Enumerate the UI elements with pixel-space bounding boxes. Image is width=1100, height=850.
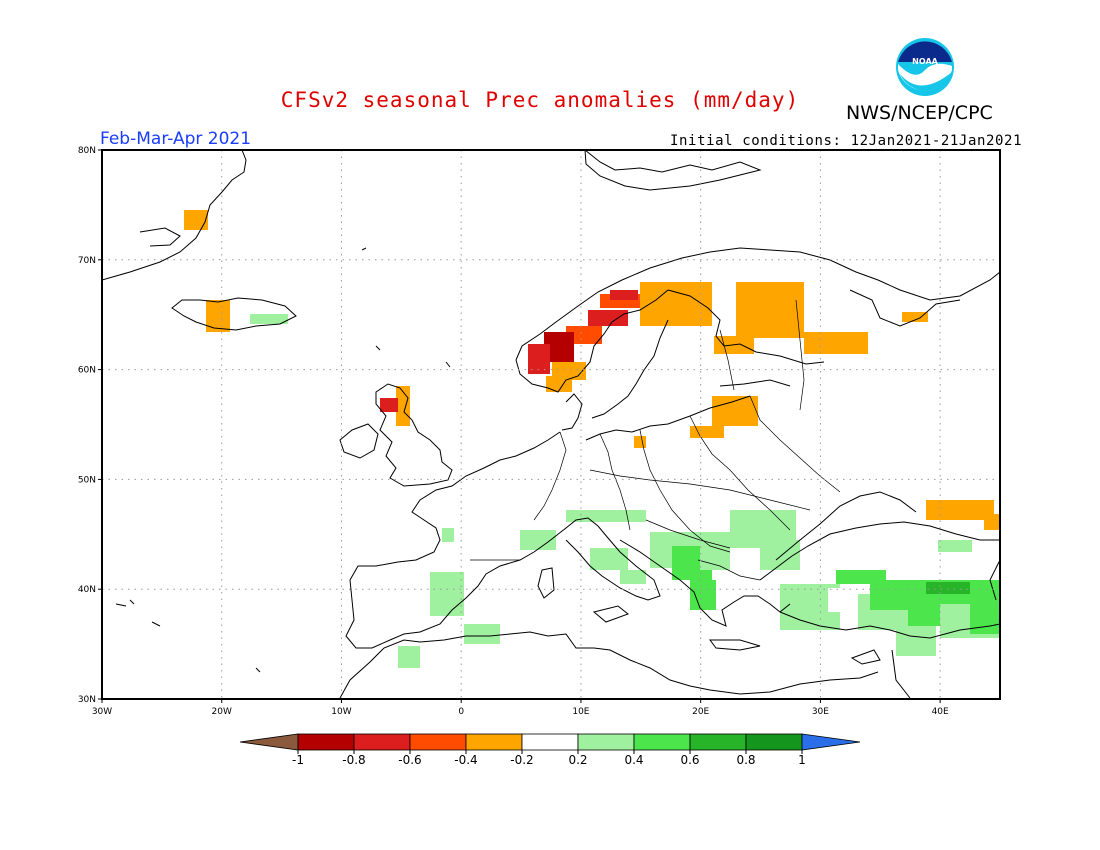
coastlines xyxy=(102,150,1000,699)
anomaly-cell xyxy=(736,282,804,338)
colorbar-label: -1 xyxy=(292,753,304,767)
initial-conditions-label: Initial conditions: 12Jan2021-21Jan2021 xyxy=(670,133,1023,149)
colorbar-swatch xyxy=(239,733,299,751)
colorbar-label: 0.2 xyxy=(568,753,587,767)
lon-axis: 30W 20W 10W 0 10E 20E 30E 40E xyxy=(92,699,949,717)
colorbar-label: -0.8 xyxy=(342,753,365,767)
colorbar-swatch xyxy=(689,733,747,751)
lat-tick-label: 70N xyxy=(78,256,96,266)
agency-label: NWS/NCEP/CPC xyxy=(846,102,993,124)
anomaly-cell xyxy=(442,528,454,542)
map-frame xyxy=(101,149,1001,700)
anomaly-cell xyxy=(610,290,638,300)
colorbar-label: 1 xyxy=(798,753,806,767)
anomaly-cell xyxy=(938,540,972,552)
anomaly-cell xyxy=(398,646,420,668)
anomaly-shading xyxy=(184,210,1000,668)
gridlines xyxy=(102,150,1000,699)
lon-tick-label: 40E xyxy=(932,707,949,717)
colorbar-swatch xyxy=(521,733,579,751)
colorbar-swatch xyxy=(409,733,467,751)
colorbar-label: -0.2 xyxy=(510,753,533,767)
anomaly-cell xyxy=(926,500,994,520)
lon-tick-label: 0 xyxy=(458,707,464,717)
colorbar-label: 0.8 xyxy=(736,753,755,767)
colorbar-swatch xyxy=(465,733,523,751)
anomaly-cell xyxy=(634,436,646,448)
anomaly-cell xyxy=(620,570,646,584)
colorbar-label: -0.4 xyxy=(454,753,477,767)
period-label: Feb-Mar-Apr 2021 xyxy=(100,129,252,149)
anomaly-cell xyxy=(206,300,230,332)
lat-tick-label: 40N xyxy=(78,585,96,595)
anomaly-cell xyxy=(184,210,208,230)
anomaly-cell xyxy=(528,344,550,374)
anomaly-cell xyxy=(590,548,628,570)
anomaly-cell xyxy=(690,580,716,610)
anomaly-cell xyxy=(552,362,586,380)
lat-tick-label: 60N xyxy=(78,366,96,376)
colorbar-label: 0.4 xyxy=(624,753,643,767)
colorbar-swatch xyxy=(745,733,803,751)
anomaly-cell xyxy=(700,540,730,570)
colorbar-label: 0.6 xyxy=(680,753,699,767)
anomaly-cell xyxy=(984,514,1000,530)
lon-tick-label: 10W xyxy=(331,707,351,717)
anomaly-cell xyxy=(902,312,928,322)
anomaly-cell xyxy=(690,426,724,438)
lon-tick-label: 30E xyxy=(812,707,829,717)
anomaly-cell xyxy=(896,626,936,656)
colorbar-label: -0.6 xyxy=(398,753,421,767)
lat-tick-label: 80N xyxy=(78,146,96,156)
anomaly-cell xyxy=(566,326,602,344)
anomaly-cell xyxy=(430,572,464,616)
colorbar-swatch xyxy=(353,733,411,751)
anomaly-cell xyxy=(250,314,288,324)
svg-text:NOAA: NOAA xyxy=(912,57,938,66)
colorbar-swatch xyxy=(577,733,635,751)
anomaly-cell xyxy=(828,588,856,612)
anomaly-cell xyxy=(804,332,868,354)
colorbar-swatch xyxy=(633,733,691,751)
lon-tick-label: 20E xyxy=(692,707,709,717)
map-title: CFSv2 seasonal Prec anomalies (mm/day) xyxy=(280,88,800,112)
lon-tick-label: 30W xyxy=(92,707,112,717)
anomaly-cell xyxy=(640,282,712,326)
anomaly-cell xyxy=(566,510,646,522)
noaa-logo: NOAA xyxy=(896,38,954,96)
colorbar-swatch xyxy=(801,733,861,751)
anomaly-cell xyxy=(588,310,628,326)
anomaly-cell xyxy=(464,624,500,644)
colorbar: -1 -0.8 -0.6 -0.4 -0.2 0.2 0.4 0.6 0.8 1 xyxy=(239,733,861,767)
country-borders xyxy=(470,299,841,581)
lat-tick-label: 30N xyxy=(78,695,96,705)
colorbar-swatch xyxy=(297,733,355,751)
lat-axis: 80N 70N 60N 50N 40N 30N xyxy=(78,146,102,705)
lat-tick-label: 50N xyxy=(78,475,96,485)
lon-tick-label: 20W xyxy=(212,707,232,717)
anomaly-cell xyxy=(970,604,1000,634)
lon-tick-label: 10E xyxy=(572,707,589,717)
anomaly-cell xyxy=(380,398,398,412)
anomaly-cell xyxy=(520,530,556,550)
anomaly-cell xyxy=(926,582,970,594)
